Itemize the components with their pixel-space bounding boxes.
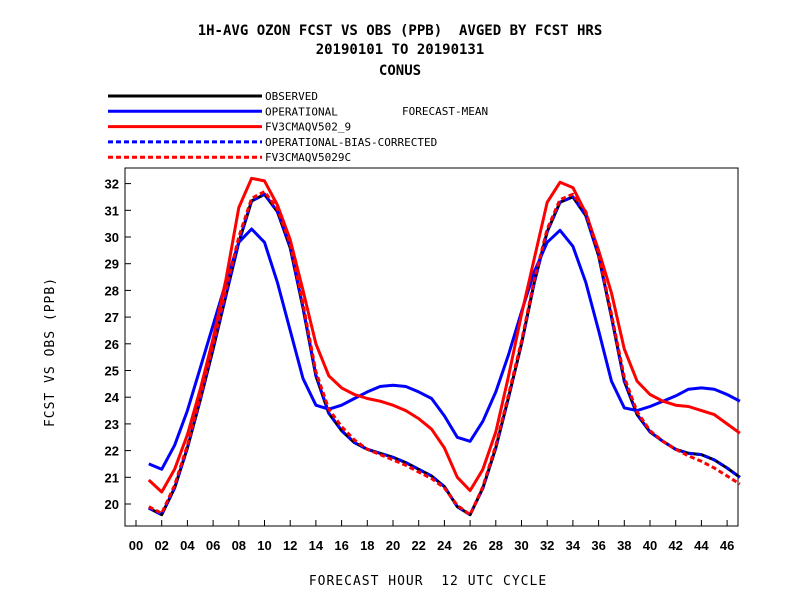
x-tick-label: 02	[154, 538, 168, 553]
x-tick-label: 12	[283, 538, 297, 553]
y-tick-label: 31	[105, 203, 119, 218]
x-tick-label: 04	[180, 538, 195, 553]
x-tick-label: 46	[720, 538, 734, 553]
y-tick-label: 29	[105, 257, 119, 272]
title-line-2: 20190101 TO 20190131	[316, 42, 485, 58]
legend: OBSERVED OPERATIONAL FV3CMAQV502_9 OPERATIO…	[108, 90, 437, 164]
y-tick-label: 20	[105, 497, 119, 512]
x-tick-label: 38	[617, 538, 631, 553]
x-tick-label: 28	[489, 538, 503, 553]
legend-label: OPERATIONAL-BIAS-CORRECTED	[265, 136, 437, 149]
x-tick-label: 18	[360, 538, 374, 553]
series-line-fv3cmaqv502-9	[147, 176, 741, 494]
series-line-fv3cmaqv5029c	[148, 190, 741, 517]
x-tick-label: 10	[257, 538, 271, 553]
y-tick-label: 28	[105, 283, 119, 298]
y-tick-label: 21	[105, 470, 119, 485]
y-tick-label: 27	[105, 310, 119, 325]
y-tick-label: 30	[105, 230, 119, 245]
title-line-1: 1H-AVG OZON FCST VS OBS (PPB) AVGED BY F…	[198, 23, 603, 39]
plot-frame	[124, 167, 739, 527]
x-tick-label: 32	[540, 538, 554, 553]
x-tick-label: 08	[232, 538, 246, 553]
x-tick-label: 42	[668, 538, 682, 553]
x-tick-label: 34	[566, 538, 581, 553]
x-tick-label: 16	[334, 538, 348, 553]
y-tick-label: 22	[105, 444, 119, 459]
x-tick-label: 14	[309, 538, 324, 553]
y-tick-label: 25	[105, 364, 119, 379]
y-tick-label: 24	[105, 390, 120, 405]
plot-series	[147, 176, 741, 517]
legend-label: OPERATIONAL	[265, 105, 338, 118]
x-tick-label: 40	[643, 538, 657, 553]
legend-label: FV3CMAQV5029C	[265, 151, 351, 164]
x-tick-label: 30	[514, 538, 528, 553]
x-axis: 00 02 04 06 08 10 12 14 16 18 20 22 24 26 28 30 32 34 36 38…	[129, 520, 734, 553]
legend-label: FV3CMAQV502_9	[265, 121, 351, 134]
chart-title: 1H-AVG OZON FCST VS OBS (PPB) AVGED BY F…	[198, 23, 603, 79]
x-tick-label: 00	[129, 538, 143, 553]
series-line-operational	[148, 227, 741, 471]
x-tick-label: 36	[591, 538, 605, 553]
y-tick-label: 23	[105, 417, 119, 432]
y-tick-label: 32	[105, 177, 119, 192]
x-tick-label: 20	[386, 538, 400, 553]
legend-note: FORECAST-MEAN	[402, 105, 488, 118]
x-tick-label: 44	[694, 538, 709, 553]
x-tick-label: 22	[411, 538, 425, 553]
legend-label: OBSERVED	[265, 90, 318, 103]
x-axis-label: FORECAST HOUR 12 UTC CYCLE	[309, 574, 547, 589]
y-axis: 20 21 22 23 24 25 26 27 28 29 30 31 32	[105, 177, 131, 512]
title-line-3: CONUS	[379, 63, 421, 79]
x-tick-label: 06	[206, 538, 220, 553]
y-tick-label: 26	[105, 337, 119, 352]
x-tick-label: 24	[437, 538, 452, 553]
y-axis-label: FCST VS OBS (PPB)	[43, 277, 58, 427]
x-tick-label: 26	[463, 538, 477, 553]
